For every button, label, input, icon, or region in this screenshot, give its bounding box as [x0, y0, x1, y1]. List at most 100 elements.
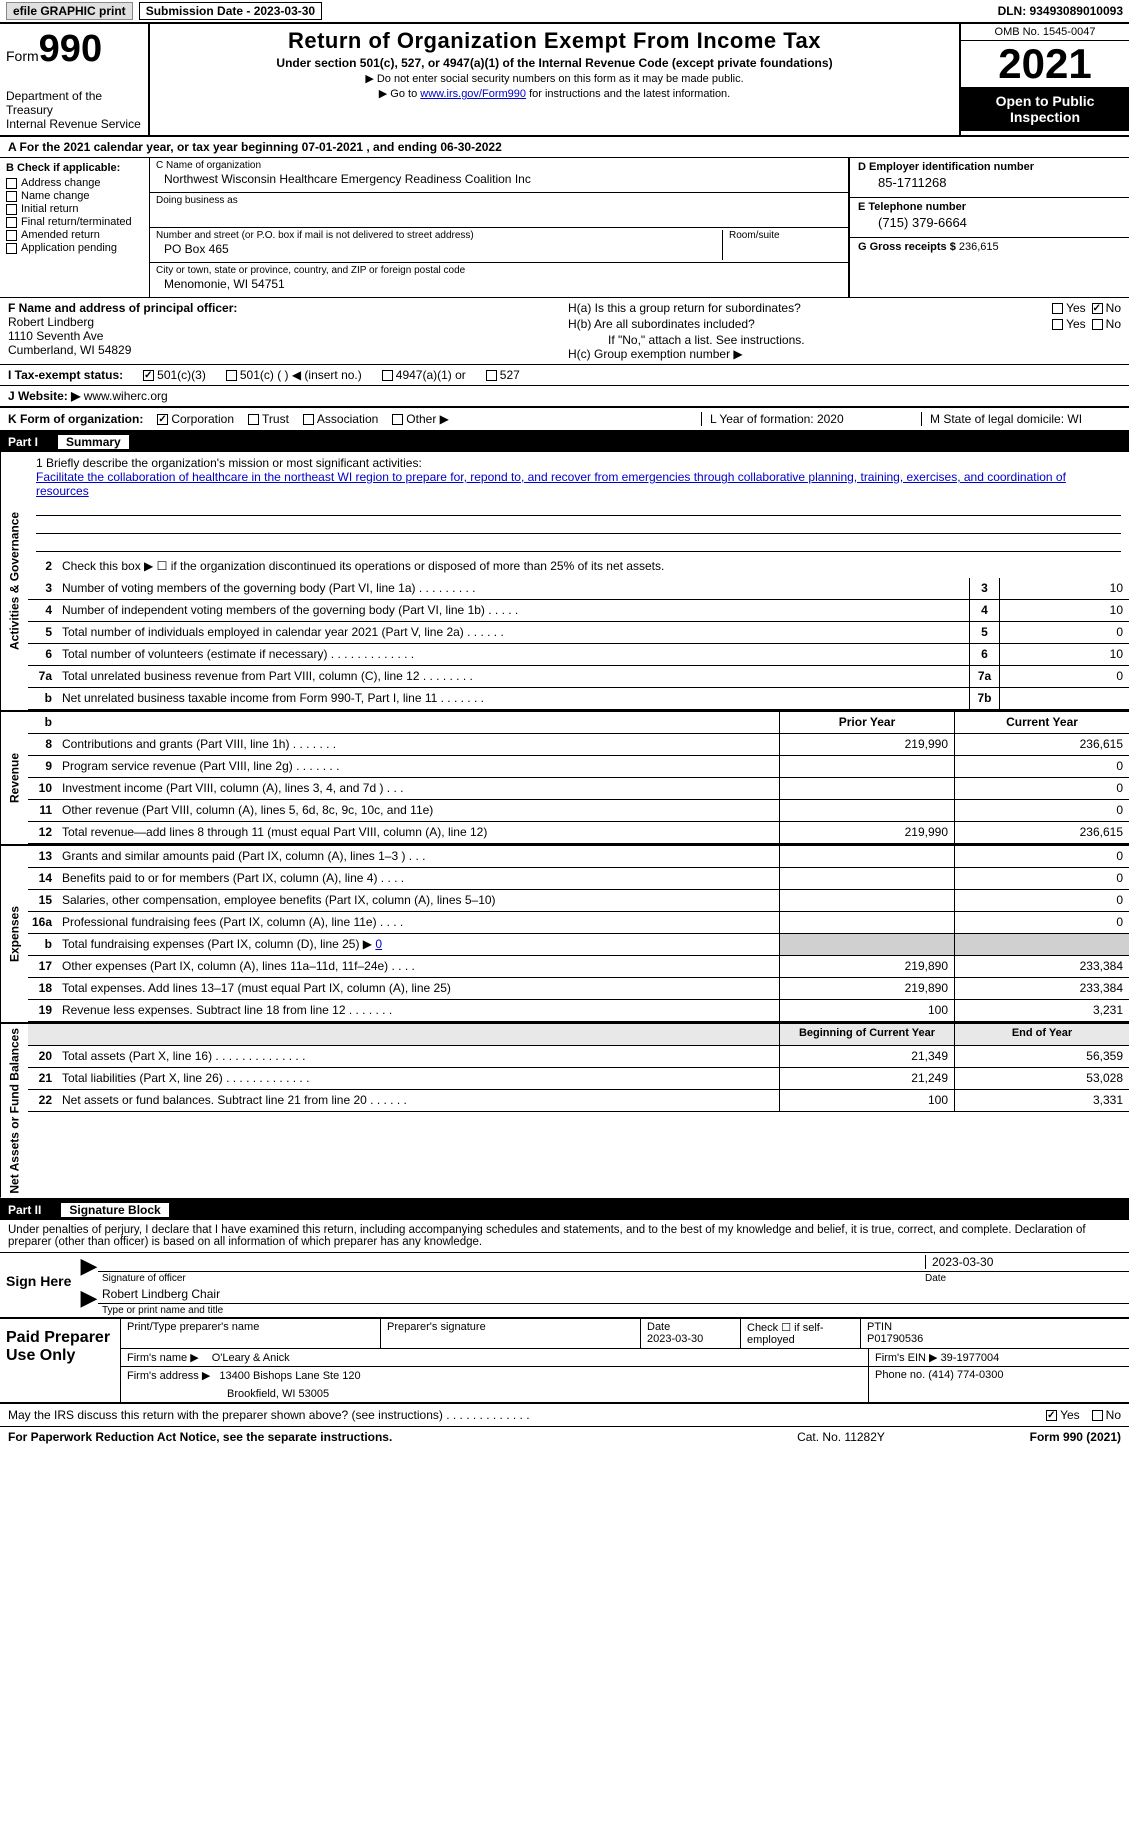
summary-exp: Expenses 13 Grants and similar amounts p… [0, 846, 1129, 1024]
chk-address-change[interactable] [6, 178, 17, 189]
summary-rev: Revenue b Prior Year Current Year 8 Cont… [0, 712, 1129, 846]
current-year-val: 233,384 [954, 978, 1129, 999]
p2-declaration: Under penalties of perjury, I declare th… [0, 1220, 1129, 1253]
c-name-label: C Name of organization [156, 160, 842, 171]
row-boxnum: 5 [969, 622, 999, 643]
row-num: 18 [28, 978, 58, 999]
line-a: A For the 2021 calendar year, or tax yea… [0, 137, 1129, 158]
row-text: Total number of individuals employed in … [58, 622, 969, 643]
current-year-val: 236,615 [954, 822, 1129, 843]
chk-amended[interactable] [6, 230, 17, 241]
website[interactable]: www.wiherc.org [84, 389, 168, 403]
current-year-val: 236,615 [954, 734, 1129, 755]
firm-phone: (414) 774-0300 [928, 1369, 1003, 1381]
hb-label: H(b) Are all subordinates included? [568, 317, 1046, 331]
row-boxval: 0 [999, 622, 1129, 643]
row-boxval: 10 [999, 578, 1129, 599]
current-year-val: 53,028 [954, 1068, 1129, 1089]
chk-name-change[interactable] [6, 191, 17, 202]
officer-typed-name: Robert Lindberg Chair [98, 1285, 1129, 1304]
form-subtitle: Under section 501(c), 527, or 4947(a)(1)… [156, 56, 953, 70]
prior-year-val: 219,990 [779, 734, 954, 755]
chk-initial-return[interactable] [6, 204, 17, 215]
section-fh: F Name and address of principal officer:… [0, 298, 1129, 365]
line-j: J Website: ▶ www.wiherc.org [0, 386, 1129, 408]
sign-date: 2023-03-30 [925, 1255, 1125, 1269]
current-year-val: 56,359 [954, 1046, 1129, 1067]
chk-trust[interactable] [248, 414, 259, 425]
row-num: 10 [28, 778, 58, 799]
officer-addr2: Cumberland, WI 54829 [8, 343, 552, 357]
hb-no[interactable] [1092, 319, 1103, 330]
prior-year-val: 219,890 [779, 956, 954, 977]
row-text: Check this box ▶ ☐ if the organization d… [58, 556, 1129, 578]
org-name: Northwest Wisconsin Healthcare Emergency… [156, 171, 842, 190]
sign-here-label: Sign Here [0, 1253, 80, 1317]
paid-preparer-label: Paid Preparer Use Only [0, 1319, 120, 1402]
prior-year-val: 100 [779, 1000, 954, 1021]
open-inspection: Open to Public Inspection [961, 87, 1129, 131]
prior-year-val [779, 868, 954, 889]
row-num: 14 [28, 868, 58, 889]
dba-label: Doing business as [156, 195, 842, 206]
prior-year-val [779, 846, 954, 867]
row-text: Contributions and grants (Part VIII, lin… [58, 734, 779, 755]
current-year-val: 0 [954, 846, 1129, 867]
sign-block: Sign Here ▶ 2023-03-30 Signature of offi… [0, 1253, 1129, 1319]
chk-assoc[interactable] [303, 414, 314, 425]
efile-btn[interactable]: efile GRAPHIC print [6, 2, 133, 20]
hb-yes[interactable] [1052, 319, 1063, 330]
dept-label: Department of the Treasury [6, 89, 142, 117]
current-year-val [954, 934, 1129, 955]
form-no-footer: Form 990 (2021) [941, 1430, 1121, 1444]
chk-other[interactable] [392, 414, 403, 425]
row-num: 4 [28, 600, 58, 621]
year-formation: L Year of formation: 2020 [701, 412, 901, 426]
tax-year: 2021 [961, 41, 1129, 87]
firm-ein-label: Firm's EIN ▶ [875, 1352, 938, 1364]
state-domicile: M State of legal domicile: WI [921, 412, 1121, 426]
row-num: 8 [28, 734, 58, 755]
discuss-row: May the IRS discuss this return with the… [0, 1404, 1129, 1427]
row-num: b [28, 688, 58, 709]
row-text: Grants and similar amounts paid (Part IX… [58, 846, 779, 867]
current-year-val: 0 [954, 912, 1129, 933]
row-text: Total assets (Part X, line 16) . . . . .… [58, 1046, 779, 1067]
row-num: 21 [28, 1068, 58, 1089]
ha-no[interactable] [1092, 303, 1103, 314]
prep-self-employed: Check ☐ if self-employed [741, 1319, 861, 1348]
discuss-no[interactable] [1092, 1410, 1103, 1421]
firm-name-label: Firm's name ▶ [127, 1352, 199, 1364]
row-num: 20 [28, 1046, 58, 1067]
sign-arrow-icon: ▶ [80, 1253, 98, 1285]
row-text: Investment income (Part VIII, column (A)… [58, 778, 779, 799]
chk-501c3[interactable] [143, 370, 154, 381]
prep-sig-label: Preparer's signature [387, 1321, 634, 1333]
sign-arrow-icon-2: ▶ [80, 1285, 98, 1317]
row-text: Salaries, other compensation, employee b… [58, 890, 779, 911]
py-hdr: Prior Year [779, 712, 954, 733]
omb-number: OMB No. 1545-0047 [961, 24, 1129, 41]
chk-4947[interactable] [382, 370, 393, 381]
row-text: Professional fundraising fees (Part IX, … [58, 912, 779, 933]
top-bar: efile GRAPHIC print Submission Date - 20… [0, 0, 1129, 24]
ha-yes[interactable] [1052, 303, 1063, 314]
current-year-val: 0 [954, 778, 1129, 799]
row-num: 22 [28, 1090, 58, 1111]
summary-ag: Activities & Governance 1 Briefly descri… [0, 452, 1129, 712]
chk-app-pending[interactable] [6, 243, 17, 254]
row-num: 3 [28, 578, 58, 599]
row-text: Total number of volunteers (estimate if … [58, 644, 969, 665]
discuss-yes[interactable] [1046, 1410, 1057, 1421]
firm-name: O'Leary & Anick [212, 1352, 290, 1364]
vlabel-na: Net Assets or Fund Balances [0, 1024, 28, 1198]
prep-name-label: Print/Type preparer's name [127, 1321, 374, 1333]
chk-527[interactable] [486, 370, 497, 381]
chk-final-return[interactable] [6, 217, 17, 228]
chk-corp[interactable] [157, 414, 168, 425]
row-text: Total liabilities (Part X, line 26) . . … [58, 1068, 779, 1089]
row-text: Program service revenue (Part VIII, line… [58, 756, 779, 777]
chk-501c[interactable] [226, 370, 237, 381]
prior-year-val: 21,349 [779, 1046, 954, 1067]
irs-link[interactable]: www.irs.gov/Form990 [420, 88, 526, 100]
